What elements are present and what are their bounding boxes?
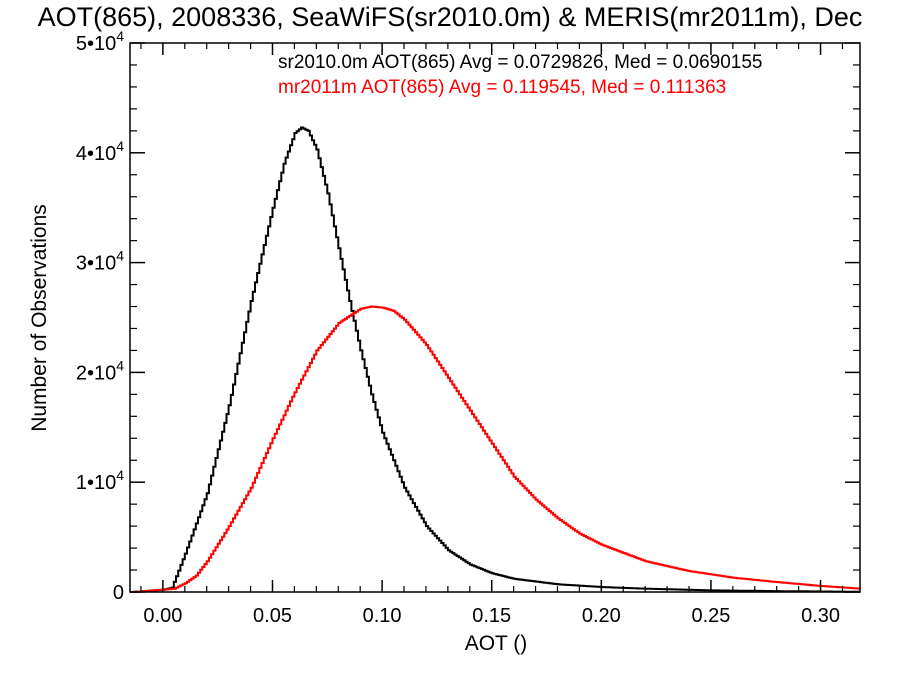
x-tick-label: 0.30 — [801, 605, 840, 627]
legend-entry-meris: mr2011m AOT(865) Avg = 0.119545, Med = 0… — [278, 77, 727, 98]
y-axis-ticks: 0 1•104 2•104 3•104 4•104 5•104 — [76, 28, 860, 604]
series-line-0 — [130, 126, 860, 593]
x-axis-label: AOT () — [464, 632, 528, 655]
x-tick-label: 0.25 — [691, 605, 730, 627]
legend-entry-seawifs: sr2010.0m AOT(865) Avg = 0.0729826, Med … — [278, 52, 763, 73]
x-axis-ticks: 0.00 0.05 0.10 0.15 0.20 0.25 0.30 — [140, 43, 844, 627]
x-tick-label: 0.20 — [582, 605, 621, 627]
y-tick-label: 0 — [113, 582, 124, 604]
y-tick-label: 1•104 — [76, 467, 124, 494]
y-tick-label: 2•104 — [76, 357, 124, 384]
y-tick-label: 3•104 — [76, 248, 124, 275]
chart-title: AOT(865), 2008336, SeaWiFS(sr2010.0m) & … — [37, 2, 863, 32]
y-tick-label: 4•104 — [76, 138, 124, 165]
x-tick-label: 0.10 — [363, 605, 402, 627]
x-tick-label: 0.00 — [143, 605, 182, 627]
series-lines — [130, 126, 861, 593]
x-tick-label: 0.15 — [472, 605, 511, 627]
series-line-1 — [130, 305, 861, 593]
plot-frame — [129, 42, 861, 593]
y-axis-label: Number of Observations — [28, 204, 51, 432]
y-tick-label: 5•104 — [76, 28, 124, 55]
x-tick-label: 0.05 — [253, 605, 292, 627]
